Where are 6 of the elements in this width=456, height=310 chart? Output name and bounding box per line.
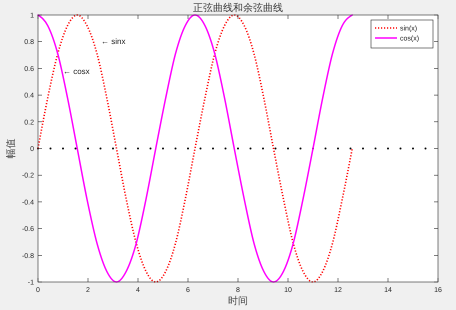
annotation: ← sinx — [101, 36, 126, 46]
x-axis-title: 时间 — [228, 295, 248, 307]
y-axis-title: 幅值 — [5, 138, 17, 158]
chart-title: 正弦曲线和余弦曲线 — [193, 2, 283, 14]
annotation: ← cosx — [63, 66, 90, 76]
line-series — [37, 14, 354, 283]
